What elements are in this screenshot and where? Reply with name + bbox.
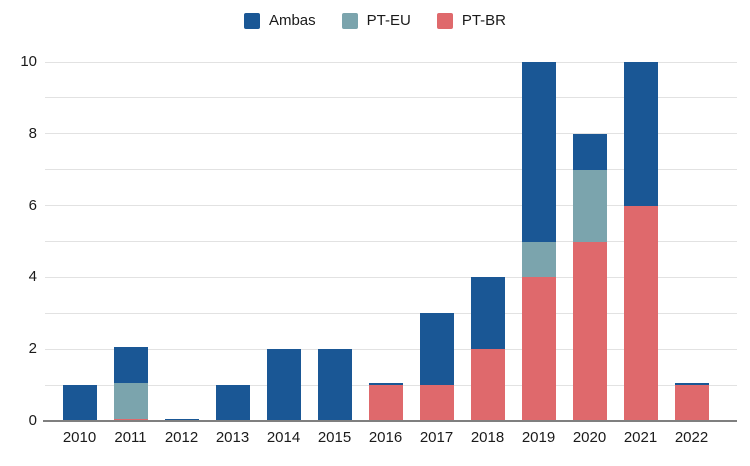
- bar-group-2012: [156, 62, 207, 421]
- bar-group-2010: [54, 62, 105, 421]
- bar-group-2020: [564, 62, 615, 421]
- segment-ambas-2019: [521, 62, 556, 242]
- bar-2017: [419, 313, 454, 421]
- bar-2010: [62, 385, 97, 421]
- gridline-y-5: [45, 241, 737, 242]
- x-tick-label-2012: 2012: [164, 429, 199, 446]
- bar-group-2014: [258, 62, 309, 421]
- gridline-y-4: [45, 276, 737, 278]
- x-tick-label-2014: 2014: [266, 429, 301, 446]
- legend-item-pt-eu: PT-EU: [341, 12, 411, 29]
- bar-2020: [572, 133, 607, 421]
- y-tick-label-8: 8: [28, 124, 37, 142]
- segment-pt-eu-2020: [572, 169, 607, 242]
- bar-group-2022: [666, 62, 717, 421]
- segment-ambas-2011: [113, 347, 148, 384]
- bar-2022: [674, 383, 709, 421]
- segment-pt-br-2017: [419, 385, 454, 421]
- bar-2015: [317, 349, 352, 421]
- x-tick-label-2019: 2019: [521, 429, 556, 446]
- bars-container: [54, 62, 717, 421]
- bar-group-2021: [615, 62, 666, 421]
- legend-swatch-ambas: [243, 12, 260, 29]
- legend-swatch-pt-br: [436, 12, 453, 29]
- segment-ambas-2021: [623, 62, 658, 206]
- segment-pt-eu-2019: [521, 241, 556, 278]
- bar-2011: [113, 347, 148, 421]
- bar-2014: [266, 349, 301, 421]
- x-tick-label-2020: 2020: [572, 429, 607, 446]
- y-tick-label-4: 4: [28, 268, 37, 286]
- x-tick-label-2017: 2017: [419, 429, 454, 446]
- segment-pt-br-2021: [623, 205, 658, 421]
- gridline-y-3: [45, 312, 737, 314]
- legend-item-pt-br: PT-BR: [436, 12, 507, 29]
- bar-2018: [470, 277, 505, 421]
- chart-legend: Ambas PT-EU PT-BR: [0, 12, 750, 29]
- y-tick-label-0: 0: [28, 412, 37, 429]
- x-tick-label-2010: 2010: [62, 429, 97, 446]
- bar-group-2016: [360, 62, 411, 421]
- bar-group-2013: [207, 62, 258, 421]
- x-tick-label-2011: 2011: [114, 429, 147, 446]
- x-tick-label-2021: 2021: [623, 429, 658, 446]
- x-tick-label-2015: 2015: [317, 429, 352, 446]
- bar-group-2018: [462, 62, 513, 421]
- segment-ambas-2016: [368, 383, 403, 386]
- segment-ambas-2017: [419, 313, 454, 386]
- segment-ambas-2022: [674, 383, 709, 386]
- bar-2013: [215, 385, 250, 421]
- x-tick-label-2016: 2016: [368, 429, 403, 446]
- segment-pt-br-2016: [368, 385, 403, 421]
- x-axis-labels: 2010 2011 2012 2013 2014 2015 2016 2017 2018 2019…: [54, 429, 717, 446]
- segment-ambas-2010: [62, 385, 97, 421]
- x-tick-label-2013: 2013: [215, 429, 250, 446]
- x-axis-line: [43, 420, 737, 422]
- gridline-y-8: [45, 133, 737, 135]
- x-tick-label-2018: 2018: [470, 429, 505, 446]
- bar-group-2017: [411, 62, 462, 421]
- segment-ambas-2020: [572, 133, 607, 170]
- y-tick-label-6: 6: [28, 196, 37, 214]
- segment-pt-br-2020: [572, 241, 607, 421]
- bar-group-2015: [309, 62, 360, 421]
- y-tick-label-10: 10: [20, 53, 37, 70]
- gridline-y-7: [45, 169, 737, 171]
- segment-pt-br-2018: [470, 349, 505, 421]
- legend-label-pt-br: PT-BR: [461, 12, 507, 29]
- segment-ambas-2015: [317, 349, 352, 421]
- bar-group-2011: [105, 62, 156, 421]
- gridline-y-9: [45, 97, 737, 99]
- x-tick-label-2022: 2022: [674, 429, 709, 446]
- legend-item-ambas: Ambas: [243, 12, 316, 29]
- bar-2019: [521, 62, 556, 421]
- legend-label-ambas: Ambas: [268, 12, 316, 29]
- segment-pt-br-2019: [521, 277, 556, 421]
- gridline-y-6: [45, 205, 737, 207]
- bar-2016: [368, 383, 403, 421]
- legend-swatch-pt-eu: [341, 12, 358, 29]
- gridline-y-2: [45, 348, 737, 350]
- segment-pt-eu-2011: [113, 383, 148, 420]
- segment-ambas-2018: [470, 277, 505, 350]
- segment-ambas-2013: [215, 385, 250, 421]
- segment-pt-br-2022: [674, 385, 709, 421]
- legend-label-pt-eu: PT-EU: [366, 12, 411, 29]
- segment-ambas-2014: [266, 349, 301, 421]
- bar-2021: [623, 62, 658, 421]
- plot-area: [43, 61, 737, 422]
- y-tick-label-2: 2: [28, 340, 37, 358]
- bar-group-2019: [513, 62, 564, 421]
- gridline-y-10: [45, 61, 737, 63]
